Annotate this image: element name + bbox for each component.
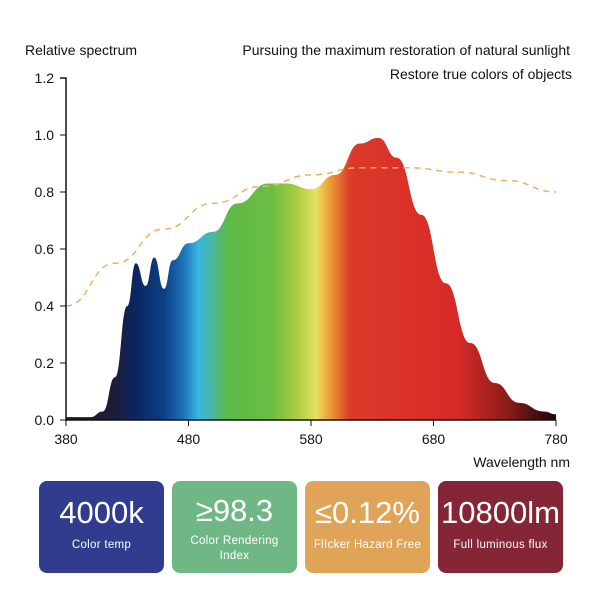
annotation-1: Pursuing the maximum restoration of natu… xyxy=(242,42,570,58)
y-tick-label: 0.0 xyxy=(35,412,55,428)
x-tick-label: 580 xyxy=(299,431,323,447)
y-tick-label: 0.6 xyxy=(35,241,55,257)
stat-card: 4000k Color temp xyxy=(39,481,164,573)
stat-label: Color temp xyxy=(71,539,132,551)
x-tick-label: 380 xyxy=(54,431,78,447)
x-tick-label: 680 xyxy=(422,431,446,447)
x-axis-label: Wavelength nm xyxy=(473,454,570,470)
spectrum-area xyxy=(66,137,556,420)
stat-label: Full luminous flux xyxy=(453,539,548,551)
y-tick-label: 0.8 xyxy=(35,184,55,200)
stat-value: ≤0.12% xyxy=(315,495,420,530)
x-tick-label: 480 xyxy=(177,431,201,447)
x-tick-label: 780 xyxy=(544,431,568,447)
spectrum-chart: Relative spectrum Pursuing the maximum r… xyxy=(25,42,572,470)
stat-label: FlIcker Hazard Free xyxy=(313,539,422,551)
annotation-2: Restore true colors of objects xyxy=(390,66,572,82)
stat-value: ≥98.3 xyxy=(195,493,274,528)
stat-label: Color Rendering Index xyxy=(190,535,279,562)
y-axis-label: Relative spectrum xyxy=(25,42,137,58)
stat-value: 10800lm xyxy=(441,495,560,530)
y-tick-label: 0.2 xyxy=(35,355,55,371)
stat-value: 4000k xyxy=(59,495,144,530)
y-tick-label: 1.2 xyxy=(35,70,55,86)
y-tick-label: 0.4 xyxy=(35,298,55,314)
stat-card: ≤0.12% FlIcker Hazard Free xyxy=(305,481,430,573)
stat-card: 10800lm Full luminous flux xyxy=(438,481,563,573)
y-tick-label: 1.0 xyxy=(35,127,55,143)
stat-card: ≥98.3 Color Rendering Index xyxy=(172,481,297,573)
sunlight-dashed-curve xyxy=(65,167,557,307)
